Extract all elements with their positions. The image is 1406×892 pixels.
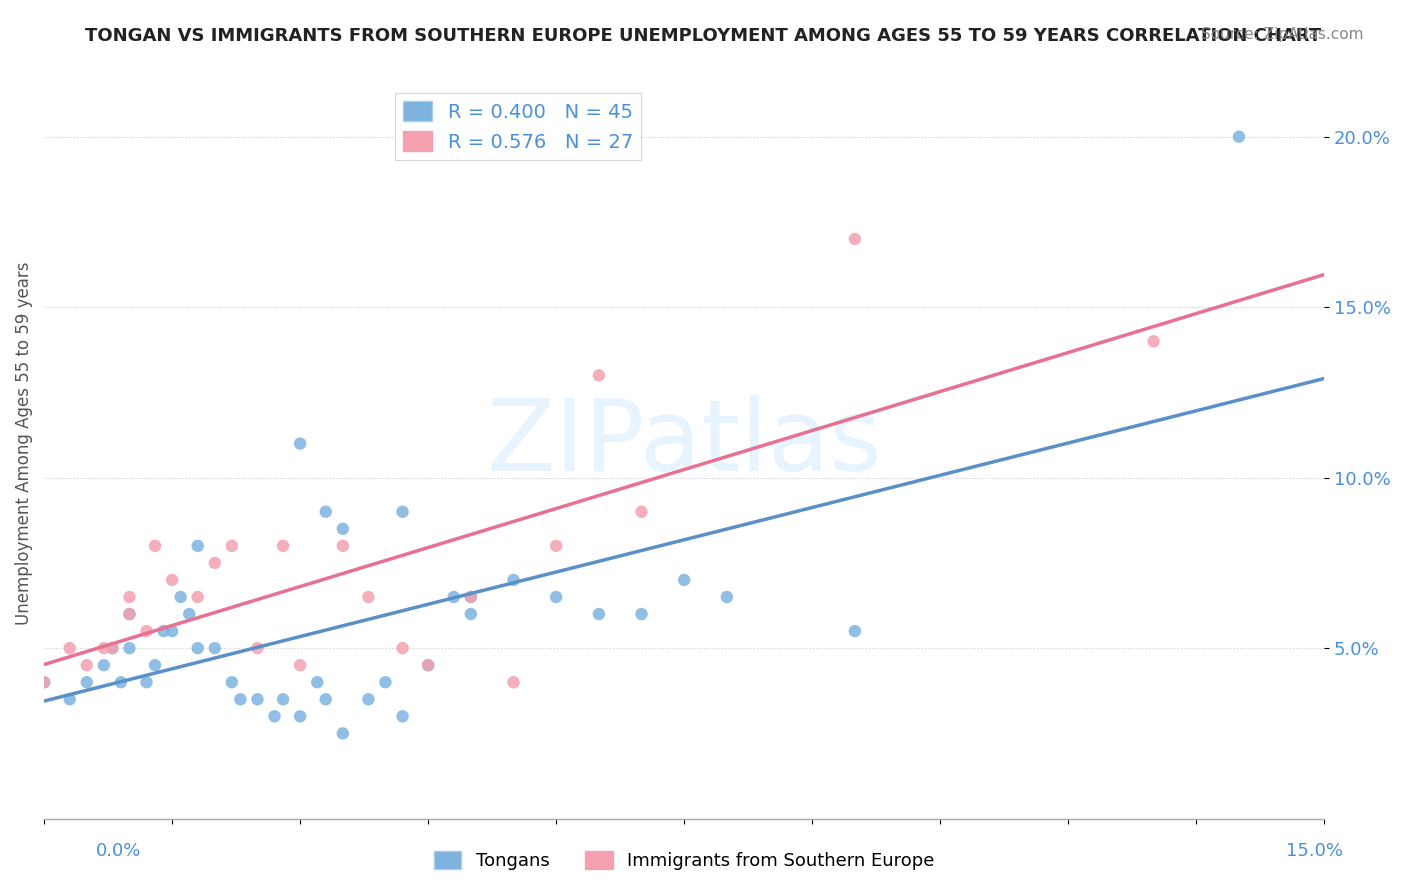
Point: [630, 505, 652, 519]
Point: [460, 590, 482, 604]
Point: [374, 675, 396, 690]
Point: [204, 641, 226, 656]
Point: [546, 539, 568, 553]
Point: [143, 658, 166, 673]
Point: [315, 692, 337, 706]
Point: [59, 641, 82, 656]
Point: [221, 539, 243, 553]
Text: ZIPatlas: ZIPatlas: [486, 395, 882, 492]
Point: [332, 539, 354, 553]
Point: [1142, 334, 1164, 349]
Point: [59, 692, 82, 706]
Point: [229, 692, 252, 706]
Point: [502, 675, 524, 690]
Point: [844, 232, 866, 246]
Text: TONGAN VS IMMIGRANTS FROM SOUTHERN EUROPE UNEMPLOYMENT AMONG AGES 55 TO 59 YEARS: TONGAN VS IMMIGRANTS FROM SOUTHERN EUROP…: [84, 27, 1322, 45]
Point: [630, 607, 652, 621]
Point: [1227, 129, 1250, 144]
Point: [152, 624, 174, 639]
Point: [271, 692, 294, 706]
Point: [118, 590, 141, 604]
Point: [118, 641, 141, 656]
Point: [101, 641, 124, 656]
Point: [391, 505, 413, 519]
Point: [357, 590, 380, 604]
Point: [288, 709, 311, 723]
Point: [76, 675, 98, 690]
Point: [101, 641, 124, 656]
Point: [160, 573, 183, 587]
Point: [271, 539, 294, 553]
Point: [118, 607, 141, 621]
Point: [246, 641, 269, 656]
Point: [32, 675, 55, 690]
Point: [263, 709, 285, 723]
Point: [93, 658, 115, 673]
Point: [160, 624, 183, 639]
Point: [332, 726, 354, 740]
Point: [118, 607, 141, 621]
Point: [110, 675, 132, 690]
Point: [179, 607, 201, 621]
Point: [135, 675, 157, 690]
Point: [332, 522, 354, 536]
Point: [716, 590, 738, 604]
Point: [204, 556, 226, 570]
Point: [288, 658, 311, 673]
Point: [391, 709, 413, 723]
Point: [143, 539, 166, 553]
Point: [307, 675, 329, 690]
Legend: R = 0.400   N = 45, R = 0.576   N = 27: R = 0.400 N = 45, R = 0.576 N = 27: [395, 94, 641, 160]
Point: [187, 641, 209, 656]
Point: [169, 590, 191, 604]
Point: [288, 436, 311, 450]
Point: [418, 658, 440, 673]
Point: [546, 590, 568, 604]
Point: [588, 607, 610, 621]
Text: 15.0%: 15.0%: [1285, 842, 1343, 860]
Point: [460, 607, 482, 621]
Point: [844, 624, 866, 639]
Text: Source: ZipAtlas.com: Source: ZipAtlas.com: [1201, 27, 1364, 42]
Point: [315, 505, 337, 519]
Point: [76, 658, 98, 673]
Point: [135, 624, 157, 639]
Point: [187, 539, 209, 553]
Point: [588, 368, 610, 383]
Point: [502, 573, 524, 587]
Point: [418, 658, 440, 673]
Point: [187, 590, 209, 604]
Point: [246, 692, 269, 706]
Y-axis label: Unemployment Among Ages 55 to 59 years: Unemployment Among Ages 55 to 59 years: [15, 262, 32, 625]
Point: [32, 675, 55, 690]
Point: [93, 641, 115, 656]
Text: 0.0%: 0.0%: [96, 842, 141, 860]
Point: [221, 675, 243, 690]
Point: [673, 573, 696, 587]
Point: [443, 590, 465, 604]
Point: [460, 590, 482, 604]
Point: [391, 641, 413, 656]
Point: [357, 692, 380, 706]
